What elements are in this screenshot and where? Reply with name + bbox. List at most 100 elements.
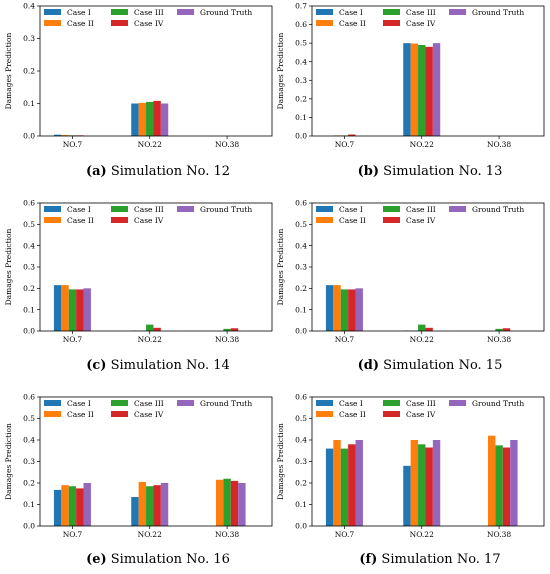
y-axis-label: Damages Prediction: [4, 423, 13, 500]
x-tick-label: NO.7: [63, 140, 83, 149]
y-tick-label: 0.4: [295, 436, 307, 445]
bar-case-iii-no38: [495, 445, 502, 526]
legend-label: Ground Truth: [200, 8, 252, 17]
bar-case-ii-no22: [411, 440, 418, 526]
y-tick-label: 0.2: [23, 67, 35, 76]
legend-label: Case III: [134, 399, 164, 408]
y-axis-label: Damages Prediction: [276, 228, 285, 305]
bar-case-i-no7: [326, 285, 333, 331]
bar-case-i-no7: [54, 490, 61, 526]
bar-case-iv-no22: [153, 485, 160, 526]
legend-swatch-case-iv: [383, 217, 400, 223]
legend-label: Case III: [134, 8, 164, 17]
bars: [326, 436, 518, 526]
bar-ground-truth-no7: [84, 483, 91, 526]
x-tick-label: NO.22: [410, 335, 434, 344]
y-tick-label: 0.4: [295, 241, 307, 250]
y-tick-label: 0.0: [295, 522, 307, 531]
legend-label: Case III: [406, 399, 436, 408]
y-tick-label: 0.2: [23, 284, 35, 293]
y-tick-label: 0.0: [23, 327, 35, 336]
x-tick-label: NO.7: [63, 335, 83, 344]
legend-swatch-case-iv: [111, 411, 128, 417]
caption-text: Simulation No. 15: [379, 358, 502, 373]
bar-case-ii-no22: [139, 482, 146, 526]
bars: [326, 285, 510, 331]
caption-text: Simulation No. 13: [379, 164, 502, 179]
x-tick-label: NO.38: [487, 335, 511, 344]
bar-case-iv-no22: [153, 101, 160, 136]
y-tick-label: 0.3: [295, 76, 307, 85]
bar-case-iv-no38: [503, 328, 510, 331]
bar-case-i-no7: [326, 449, 333, 526]
legend-label: Case I: [339, 399, 363, 408]
y-axis-label: Damages Prediction: [4, 228, 13, 305]
x-tick-label: NO.38: [487, 140, 511, 149]
bar-case-i-no22: [403, 466, 410, 526]
y-tick-label: 0.3: [295, 457, 307, 466]
legend-swatch-case-ii: [44, 217, 61, 223]
legend-label: Case I: [339, 205, 363, 214]
bar-case-iv-no38: [231, 481, 238, 526]
y-tick-label: 0.1: [23, 500, 35, 509]
legend-label: Ground Truth: [472, 205, 524, 214]
caption-label: (f): [359, 552, 377, 567]
bar-case-ii-no7: [61, 285, 68, 331]
caption-label: (e): [86, 552, 107, 567]
legend-label: Case IV: [134, 410, 164, 419]
x-tick-label: NO.38: [215, 140, 239, 149]
legend-label: Case II: [67, 216, 94, 225]
bar-ground-truth-no7: [356, 288, 363, 331]
x-tick-label: NO.7: [63, 530, 83, 539]
bar-case-iv-no22: [425, 47, 432, 136]
y-tick-label: 0.4: [23, 2, 35, 11]
panel-caption: (e) Simulation No. 16: [86, 552, 230, 567]
panel-caption: (d) Simulation No. 15: [358, 358, 503, 373]
bar-ground-truth-no22: [433, 440, 440, 526]
y-tick-label: 0.2: [295, 94, 307, 103]
bar-case-i-no7: [54, 285, 61, 331]
bar-case-ii-no22: [139, 103, 146, 136]
bar-case-iv-no22: [425, 448, 432, 526]
y-tick-label: 0.5: [295, 39, 307, 48]
legend-label: Ground Truth: [200, 399, 252, 408]
bar-case-iv-no38: [503, 448, 510, 526]
legend-swatch-ground-truth: [177, 400, 194, 406]
legend-label: Case IV: [134, 19, 164, 28]
legend-swatch-case-ii: [316, 20, 333, 26]
legend-label: Case II: [67, 19, 94, 28]
bar-case-ii-no38: [488, 436, 495, 526]
bar-case-iv-no38: [231, 328, 238, 331]
y-tick-label: 0.5: [295, 220, 307, 229]
x-tick-label: NO.22: [138, 335, 162, 344]
y-tick-label: 0.0: [23, 132, 35, 141]
bar-ground-truth-no22: [433, 43, 440, 136]
caption-label: (c): [86, 358, 106, 373]
bar-case-ii-no22: [411, 44, 418, 136]
caption-label: (d): [358, 358, 379, 373]
legend-swatch-case-ii: [316, 411, 333, 417]
x-tick-label: NO.7: [335, 530, 355, 539]
bar-case-iv-no7: [348, 289, 355, 331]
bar-case-iii-no7: [341, 449, 348, 526]
x-tick-label: NO.22: [410, 530, 434, 539]
y-tick-label: 0.6: [295, 393, 307, 402]
y-axis-label: Damages Prediction: [276, 423, 285, 500]
bar-case-ii-no7: [333, 440, 340, 526]
y-tick-label: 0.1: [295, 305, 307, 314]
legend-label: Case IV: [134, 216, 164, 225]
legend-swatch-ground-truth: [177, 9, 194, 15]
y-tick-label: 0.6: [23, 393, 35, 402]
x-tick-label: NO.38: [215, 530, 239, 539]
bar-case-ii-no38: [216, 480, 223, 526]
x-tick-label: NO.22: [138, 530, 162, 539]
panel-caption: (b) Simulation No. 13: [358, 164, 503, 179]
legend-swatch-case-i: [44, 400, 61, 406]
bar-ground-truth-no22: [161, 104, 168, 137]
legend-swatch-case-ii: [44, 411, 61, 417]
